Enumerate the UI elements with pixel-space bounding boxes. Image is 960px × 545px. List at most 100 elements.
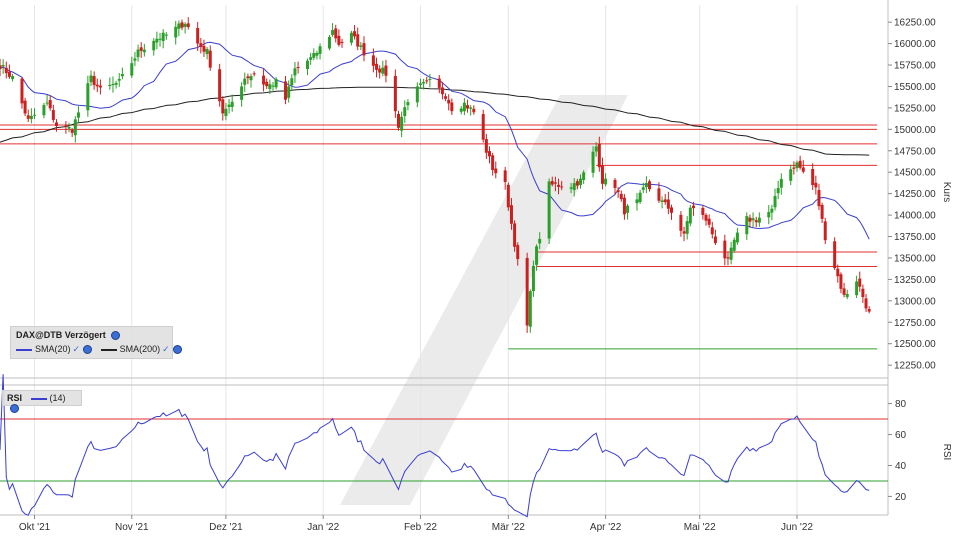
sma200-line <box>0 86 870 156</box>
candle-body <box>462 102 466 112</box>
candle-body <box>773 195 777 208</box>
eye-icon[interactable] <box>111 331 121 341</box>
candle-body <box>864 298 868 309</box>
candle-body <box>701 207 705 215</box>
y-tick-label: 15000.00 <box>894 125 936 136</box>
candle-body <box>334 28 338 39</box>
candle-body <box>111 83 115 86</box>
candle-body <box>7 71 11 77</box>
candle-body <box>867 309 871 312</box>
candle-body <box>186 23 190 28</box>
eye-icon[interactable] <box>172 345 182 355</box>
candle-body <box>418 83 422 85</box>
candle-body <box>447 99 451 104</box>
y-tick-label: 13000.00 <box>894 296 936 307</box>
candle-body <box>735 232 739 243</box>
candle-body <box>296 67 300 69</box>
x-tick-label: Dez '21 <box>209 522 243 533</box>
candle-body <box>776 188 780 194</box>
candle-body <box>704 214 708 221</box>
candle-body <box>569 187 573 189</box>
candle-body <box>428 79 432 81</box>
candle-body <box>494 168 498 174</box>
y-tick-label: 13250.00 <box>894 275 936 286</box>
candle-body <box>205 49 209 55</box>
candle-body <box>626 205 630 213</box>
candle-body <box>51 110 55 120</box>
y-tick-label: 14750.00 <box>894 146 936 157</box>
candle-body <box>820 204 824 219</box>
candle-body <box>45 102 49 104</box>
x-tick-label: Apr '22 <box>590 522 622 533</box>
candle-body <box>861 288 865 298</box>
candle-body <box>208 50 212 68</box>
candle-body <box>268 84 272 90</box>
candle-body <box>139 47 143 51</box>
candle-body <box>503 170 507 183</box>
candle-body <box>120 74 124 77</box>
legend-item-sma20[interactable]: SMA(20) ✓ <box>16 344 95 355</box>
candle-body <box>415 86 419 103</box>
y-tick-label: 13750.00 <box>894 232 936 243</box>
y-tick-label: 16250.00 <box>894 18 936 29</box>
candle-body <box>42 105 46 116</box>
candle-body <box>315 52 319 56</box>
candle-body <box>506 184 510 208</box>
candle-body <box>227 104 231 108</box>
candle-body <box>70 129 74 133</box>
check-icon: ✓ <box>72 344 81 355</box>
candle-body <box>1 64 5 67</box>
candle-body <box>679 214 683 231</box>
candle-body <box>230 101 234 107</box>
x-tick-label: Feb '22 <box>404 522 437 533</box>
candle-body <box>290 78 294 86</box>
candle-body <box>516 245 520 260</box>
candle-body <box>723 240 727 259</box>
eye-icon[interactable] <box>10 404 19 414</box>
y-tick-label: 12500.00 <box>894 339 936 350</box>
candle-body <box>638 192 642 202</box>
candle-body <box>550 181 554 185</box>
candle-body <box>591 151 595 173</box>
candle-body <box>444 96 448 99</box>
candle-body <box>710 227 714 235</box>
candle-body <box>425 80 429 82</box>
candle-body <box>600 165 604 184</box>
eye-icon[interactable] <box>83 345 93 355</box>
candle-body <box>26 115 30 119</box>
candle-body <box>155 38 159 43</box>
candle-body <box>98 85 102 88</box>
candle-body <box>400 116 404 131</box>
rsi-y-tick-label: 40 <box>895 461 907 472</box>
candle-body <box>641 187 645 190</box>
candle-body <box>152 40 156 51</box>
candle-body <box>362 43 366 56</box>
candle-body <box>86 83 90 111</box>
candle-body <box>560 186 564 188</box>
candle-body <box>73 119 77 136</box>
candle-body <box>20 78 24 104</box>
background-watermark <box>340 95 628 505</box>
candle-body <box>108 85 112 87</box>
check-icon: ✓ <box>162 344 170 355</box>
candle-body <box>622 197 626 215</box>
candle-body <box>528 291 532 327</box>
candle-body <box>48 100 52 109</box>
candle-body <box>161 32 165 42</box>
legend-item-sma200[interactable]: SMA(200) ✓ <box>100 344 182 355</box>
candle-body <box>287 86 291 98</box>
candle-body <box>572 183 576 191</box>
candle-body <box>384 65 388 76</box>
candle-body <box>513 223 517 247</box>
candle-body <box>575 181 579 186</box>
candle-body <box>823 221 827 241</box>
candle-body <box>795 162 799 169</box>
symbol-label: DAX@DTB Verzögert <box>16 330 106 340</box>
candle-body <box>293 68 297 76</box>
candle-body <box>164 34 168 36</box>
candle-body <box>713 236 717 244</box>
candle-body <box>779 178 783 188</box>
candle-body <box>130 63 134 76</box>
